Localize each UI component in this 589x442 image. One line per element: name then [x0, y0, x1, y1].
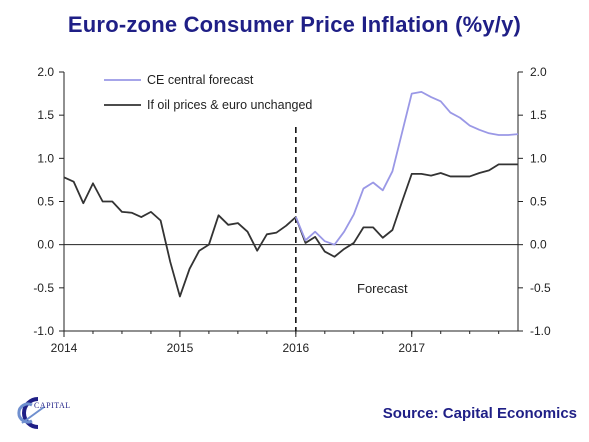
x-tick-label: 2014 — [51, 341, 78, 355]
y-tick-label-left: 1.0 — [37, 151, 54, 165]
y-tick-label-right: -0.5 — [530, 281, 551, 295]
y-tick-label-right: 1.5 — [530, 108, 547, 122]
chart-plot-area — [63, 90, 519, 331]
y-tick-label-left: 1.5 — [37, 108, 54, 122]
legend-label-ce-central-forecast: CE central forecast — [147, 73, 254, 87]
chart-legend: CE central forecast If oil prices & euro … — [104, 73, 312, 112]
chart-title: Euro-zone Consumer Price Inflation (%y/y… — [67, 12, 522, 37]
x-tick-label: 2017 — [398, 341, 425, 355]
y-tick-label-left: 0.0 — [37, 238, 54, 252]
source-note: Source: Capital Economics — [382, 405, 577, 422]
logo-text: CAPITAL — [34, 401, 71, 410]
legend-label-oil-euro-unchanged: If oil prices & euro unchanged — [147, 98, 312, 112]
y-tick-label-right: 0.5 — [530, 195, 547, 209]
y-tick-label-right: -1.0 — [530, 324, 551, 338]
y-tick-label-left: 0.5 — [37, 195, 54, 209]
y-tick-label-left: -1.0 — [33, 324, 54, 338]
y-tick-label-right: 1.0 — [530, 151, 547, 165]
x-tick-label: 2015 — [167, 341, 194, 355]
chart-axes: 2.0 2.0 1.5 1.5 1.0 1.0 0.5 0.5 0.0 0.0 -0.5 -0.5 -1… — [33, 65, 551, 355]
y-tick-label-right: 2.0 — [530, 65, 547, 79]
series-line-ce-central-forecast — [294, 90, 519, 246]
capital-economics-logo-icon — [17, 397, 45, 429]
series-line-oil-euro-unchanged — [63, 163, 518, 298]
y-tick-label-left: -0.5 — [33, 281, 54, 295]
x-tick-label: 2016 — [282, 341, 309, 355]
y-tick-label-left: 2.0 — [37, 65, 54, 79]
y-tick-label-right: 0.0 — [530, 238, 547, 252]
forecast-annotation: Forecast — [357, 281, 408, 296]
